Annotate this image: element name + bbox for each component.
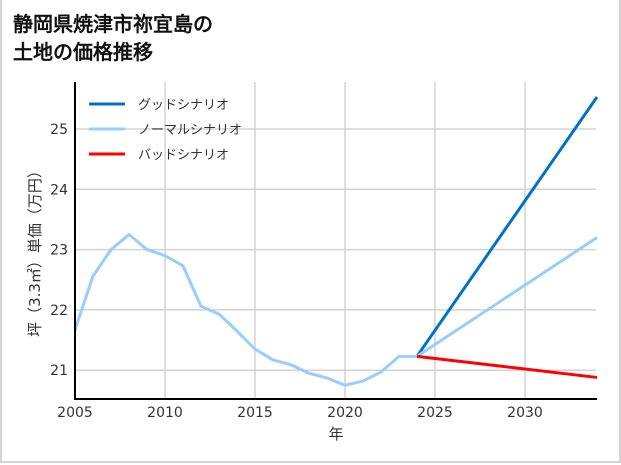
y-tick-label: 23 (50, 243, 68, 259)
x-tick-label: 2005 (57, 405, 93, 421)
legend-label-normal: ノーマルシナリオ (138, 123, 242, 138)
y-axis-label: 坪（3.3㎡）単価（万円） (26, 163, 44, 337)
grid-lines (74, 82, 596, 399)
legend-label-good: グッドシナリオ (138, 98, 229, 113)
legend-label-bad: バッドシナリオ (138, 148, 229, 163)
title-line-1: 静岡県焼津市祢宜島の (13, 12, 213, 36)
y-tick-labels: 21 22 23 24 25 (50, 122, 68, 379)
legend: グッドシナリオ ノーマルシナリオ バッドシナリオ (89, 98, 242, 163)
normal-scenario-line (416, 236, 598, 358)
good-scenario-line (415, 96, 599, 358)
x-tick-label: 2030 (507, 405, 543, 421)
historical-price-line (73, 233, 417, 387)
x-tick-label: 2015 (237, 405, 273, 421)
chart-title: 静岡県焼津市祢宜島の 土地の価格推移 (13, 10, 213, 66)
x-tick-labels: 2005 2010 2015 2020 2025 2030 (57, 405, 543, 421)
data-lines (73, 96, 599, 387)
x-tick-label: 2010 (147, 405, 183, 421)
y-tick-label: 24 (50, 182, 68, 198)
x-tick-label: 2025 (417, 405, 453, 421)
y-tick-label: 21 (50, 363, 68, 379)
y-tick-label: 25 (50, 122, 68, 138)
x-tick-label: 2020 (327, 405, 363, 421)
x-axis-label: 年 (328, 425, 343, 443)
title-line-2: 土地の価格推移 (13, 40, 153, 64)
y-tick-label: 22 (50, 303, 68, 319)
bad-scenario-line (416, 354, 598, 379)
